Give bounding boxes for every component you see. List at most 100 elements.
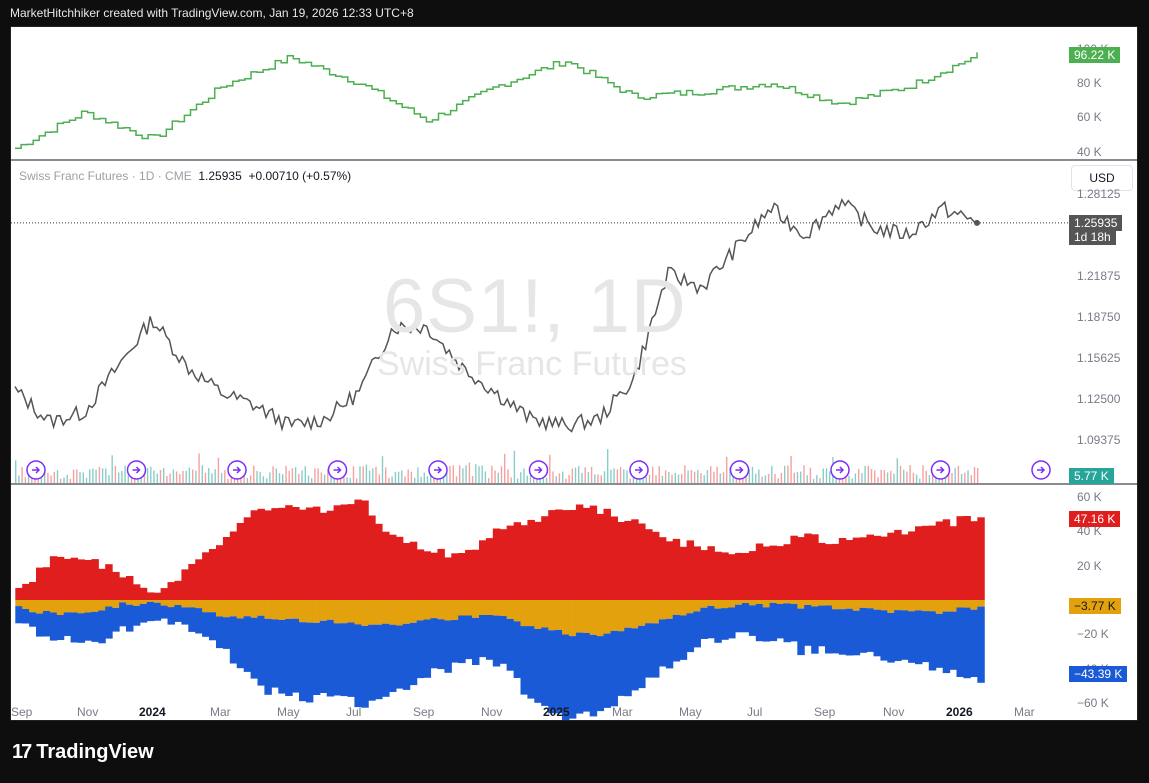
cot-long-bar [541,516,549,600]
cot-mid-bar [562,600,570,635]
cot-short-bar [347,622,355,697]
volume-bar [192,469,194,483]
price-y-tick: 1.12500 [1077,392,1121,407]
x-axis-tick: Jul [747,705,763,719]
volume-bar [404,476,406,483]
price-last-label: 1.25935 [1069,214,1123,231]
event-arrow-icon [936,466,945,474]
volume-bar [259,471,261,483]
cot-short-bar [589,634,598,717]
cot-short-bar [160,605,169,619]
volume-bar [211,473,213,483]
cot-short-bar [49,612,58,641]
cot-long-bar [368,515,376,600]
volume-bar [668,472,670,483]
cot-long-bar [658,537,667,600]
volume-bar [793,472,795,483]
volume-bar [616,469,619,483]
volume-bar [497,472,499,483]
cot-short-bar [942,611,951,674]
cot-short-bar [527,626,535,699]
cot-short-bar [202,612,210,637]
volume-bar [471,476,474,483]
volume-bar [661,475,664,483]
cot-long-bar [70,557,79,600]
cot-short-bar [229,616,238,664]
volume-bar [600,475,602,483]
cot-long-bar [589,505,598,600]
volume-bar [256,471,258,483]
volume-bar [710,466,712,483]
cot-mid-bar [596,600,605,637]
cot-mid-bar [527,600,535,627]
volume-bar [880,469,882,483]
cot-mid-bar [340,600,348,624]
volume-bar [825,468,828,483]
cot-long-bar [416,549,425,600]
cot-mid-bar [825,600,833,606]
cot-long-bar [908,531,916,600]
volume-bar [114,466,117,483]
event-arrow-icon [434,466,443,474]
cot-mid-bar [243,600,252,617]
event-arrow-icon [32,466,41,474]
cot-mid-bar [748,600,757,606]
volume-bar [629,478,631,483]
cot-long-bar [915,526,923,600]
volume-bar [320,472,323,483]
cot-mid-bar [582,600,591,633]
volume-bar [658,466,660,483]
cot-short-bar [742,603,750,633]
volume-bar [227,478,229,483]
cot-short-bar [312,622,321,695]
volume-bar [468,462,471,483]
volume-bar [619,467,622,483]
cot-mid-bar [271,600,279,620]
cot-mid-bar [56,600,65,615]
cot-long-bar [645,529,653,600]
chart-canvas [11,52,1139,720]
cot-short-bar [119,602,127,627]
cot-mid-bar [520,600,528,627]
cot-mid-bar [292,600,300,619]
x-axis-tick: Mar [210,705,231,719]
volume-bar [111,455,113,483]
volume-bar [130,475,133,483]
cot-long-bar [423,551,432,600]
cot-mid-bar [804,600,812,605]
cot-mid-bar [797,600,805,609]
cot-short-bar [271,619,279,688]
cot-mid-bar [299,600,307,623]
cot-short-bar [776,604,785,639]
cot-long-bar [631,519,639,600]
cot-short-bar [264,618,272,695]
currency-button[interactable]: USD [1071,165,1133,191]
volume-bar [249,475,252,483]
cot-mid-bar [472,600,480,618]
cot-mid-bar [139,600,148,604]
cot-mid-bar [347,600,355,623]
volume-bar [323,474,326,483]
cot-long-bar [485,538,494,600]
cot-mid-bar [84,600,92,613]
cot-mid-bar [167,600,175,608]
volume-bar [806,475,808,483]
volume-bar [578,466,580,483]
x-axis-tick: 2025 [543,705,570,719]
cot-long-bar [430,552,438,600]
cot-mid-bar [534,600,542,629]
cot-short-bar [22,609,30,624]
cot-long-bar [195,559,203,600]
volume-bar [346,477,348,483]
volume-bar [645,476,647,483]
volume-bar [349,478,351,483]
volume-bar [948,472,950,483]
cot-long-bar [520,525,528,600]
volume-bar [359,466,361,483]
volume-bar [27,471,30,483]
cot-short-bar [506,618,515,671]
cot-mid-bar [368,600,376,625]
cot-short-bar [908,611,916,663]
volume-bar [372,468,374,483]
volume-bar [655,475,657,483]
